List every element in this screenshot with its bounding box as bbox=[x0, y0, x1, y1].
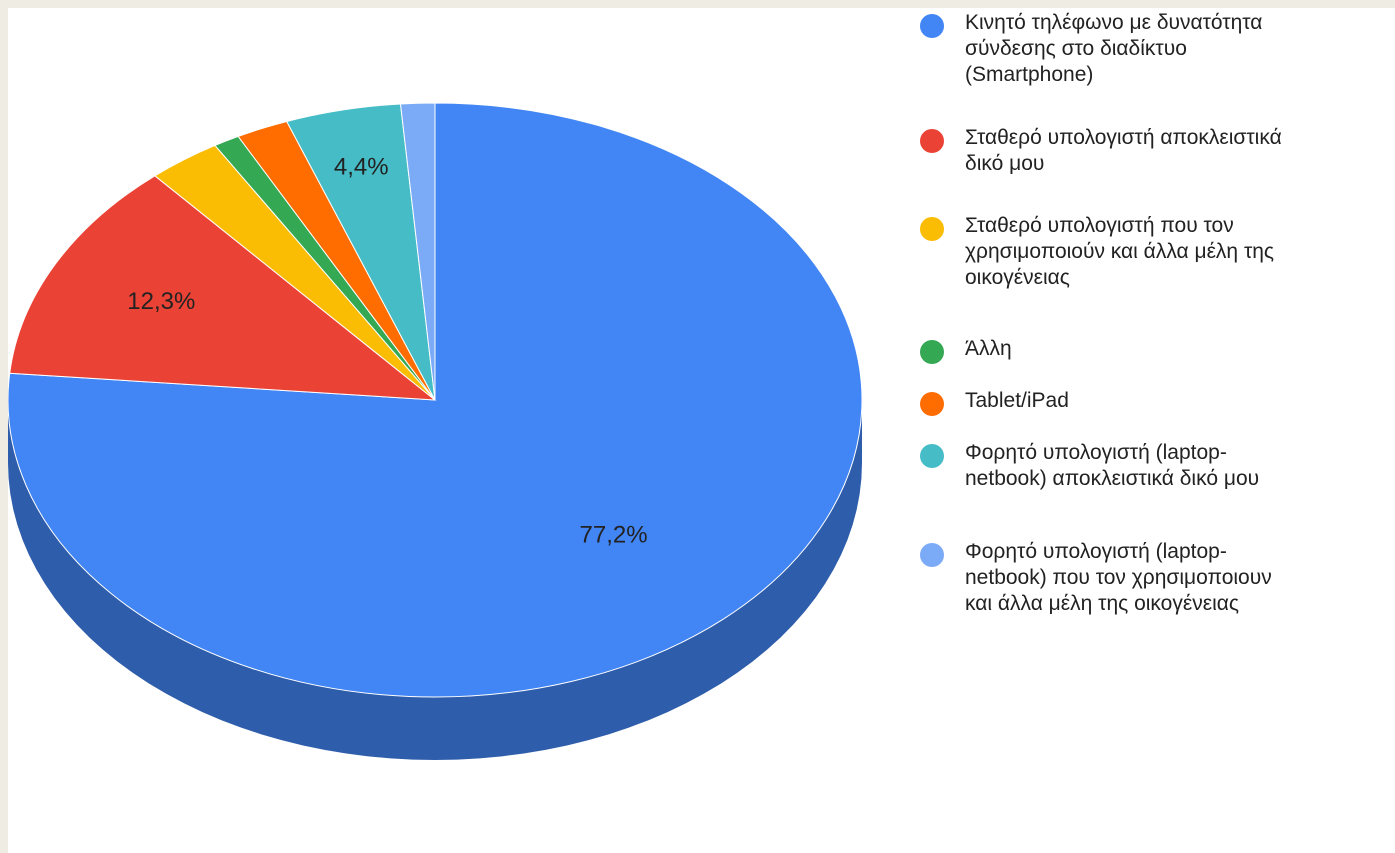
legend-label: Άλλη bbox=[965, 337, 1012, 360]
legend-dot-icon bbox=[920, 129, 944, 153]
legend-label: Κινητό τηλέφωνο με δυνατότητα σύνδεσης σ… bbox=[965, 11, 1263, 86]
pie-value-label: 77,2% bbox=[580, 521, 648, 548]
legend-dot-icon bbox=[920, 392, 944, 416]
pie-depth bbox=[8, 400, 862, 760]
pie-chart: 77,2% 12,3% 4,4% bbox=[8, 102, 863, 760]
legend-dot-icon bbox=[920, 14, 944, 38]
legend-dot-icon bbox=[920, 444, 944, 468]
legend-dot-icon bbox=[920, 543, 944, 567]
pie-value-labels: 77,2% 12,3% 4,4% bbox=[127, 153, 647, 548]
legend-label: Φορητό υπολογιστή (laptop- netbook) αποκ… bbox=[965, 441, 1260, 490]
legend-dot-icon bbox=[920, 340, 944, 364]
pie-slices bbox=[8, 102, 863, 698]
chart-card: 77,2% 12,3% 4,4% Κινητό τηλέφωνο με δυνατό… bbox=[8, 8, 1395, 853]
legend-label: Φορητό υπολογιστή (laptop- netbook) που … bbox=[965, 540, 1272, 615]
legend-label: Σταθερό υπολογιστή αποκλειστικά δικό μου bbox=[965, 126, 1282, 175]
legend-dot-icon bbox=[920, 217, 944, 241]
legend-label: Tablet/iPad bbox=[965, 389, 1069, 412]
pie-slice[interactable] bbox=[399, 102, 436, 401]
pie-value-label: 4,4% bbox=[334, 153, 389, 180]
legend-label: Σταθερό υπολογιστή που τον χρησιμοποιούν… bbox=[965, 214, 1275, 289]
pie-slice[interactable] bbox=[9, 175, 437, 401]
pie-slice-side bbox=[8, 400, 862, 760]
pie-value-label: 12,3% bbox=[127, 288, 195, 315]
